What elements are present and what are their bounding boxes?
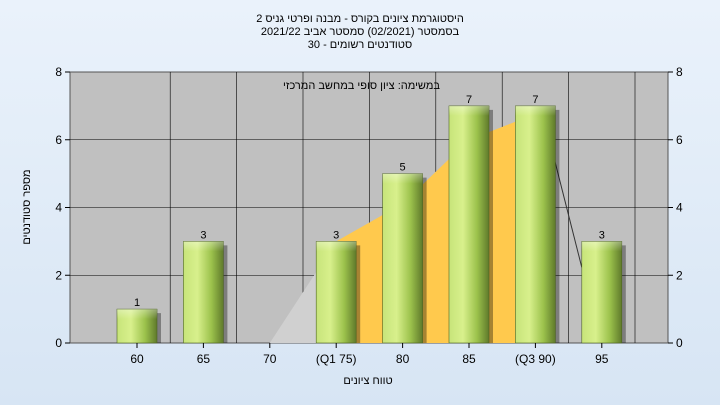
bar-highlight bbox=[117, 309, 157, 320]
y-tick-label-right: 8 bbox=[676, 65, 683, 79]
data-label: 7 bbox=[532, 94, 538, 106]
bar-highlight bbox=[581, 241, 622, 252]
y-tick-label-right: 6 bbox=[676, 133, 683, 147]
title-line-2: בסמסטר (02/2021) סמסטר אביב 2021/22 bbox=[261, 26, 460, 38]
chart-title: היסטוגרמת ציונים בקורס - מבנה ופרטי גניס… bbox=[256, 13, 464, 51]
bar-65 bbox=[183, 241, 224, 344]
y-tick-label-right: 0 bbox=[676, 336, 683, 350]
bar-(Q3 90) bbox=[515, 105, 556, 344]
data-label: 1 bbox=[134, 297, 140, 309]
x-tick-label: 80 bbox=[396, 352, 410, 366]
data-label: 3 bbox=[599, 229, 605, 241]
y-tick-label: 8 bbox=[55, 65, 62, 79]
bar-highlight bbox=[316, 241, 357, 252]
bar-85 bbox=[448, 105, 490, 344]
data-label: 3 bbox=[200, 229, 206, 241]
chart-annotation: במשימה: ציון סופי במחשב המרכזי bbox=[283, 80, 440, 92]
y-tick-label-right: 2 bbox=[676, 268, 683, 282]
bars bbox=[116, 105, 626, 344]
x-tick-label: 95 bbox=[595, 352, 609, 366]
data-label: 5 bbox=[400, 162, 406, 174]
data-label: 3 bbox=[333, 229, 339, 241]
title-line-1: היסטוגרמת ציונים בקורס - מבנה ופרטי גניס… bbox=[256, 13, 464, 25]
x-tick-label: 70 bbox=[263, 352, 277, 366]
bar-95 bbox=[581, 241, 623, 344]
y-tick-label-right: 4 bbox=[676, 201, 683, 215]
y-axis-right: 0 2 4 6 8 bbox=[668, 65, 683, 350]
data-label: 7 bbox=[466, 94, 472, 106]
bar-highlight bbox=[382, 173, 423, 184]
bar-(Q1 75) bbox=[315, 241, 357, 344]
x-axis-title: טווח ציונים bbox=[343, 375, 392, 387]
bar-highlight bbox=[183, 241, 224, 252]
x-axis: 60 65 70 (Q1 75) 80 85 (Q3 90) 95 bbox=[130, 343, 609, 366]
y-tick-label: 2 bbox=[55, 268, 62, 282]
x-tick-label: 85 bbox=[462, 352, 476, 366]
bar-highlight bbox=[449, 105, 489, 116]
title-line-3: סטודנטים רשומים - 30 bbox=[308, 39, 412, 51]
bar-80 bbox=[382, 173, 423, 344]
y-tick-label: 4 bbox=[55, 201, 62, 215]
bar-highlight bbox=[515, 105, 556, 116]
x-tick-label: 60 bbox=[130, 352, 144, 366]
y-tick-label: 6 bbox=[55, 133, 62, 147]
data-labels: 1 3 3 5 7 7 3 bbox=[134, 94, 605, 309]
y-axis-title: מספר סטודנטים bbox=[21, 169, 33, 244]
x-tick-label: (Q3 90) bbox=[515, 352, 556, 366]
y-tick-label: 0 bbox=[55, 336, 62, 350]
x-tick-label: (Q1 75) bbox=[316, 352, 357, 366]
x-tick-label: 65 bbox=[197, 352, 211, 366]
y-axis-left: 0 2 4 6 8 bbox=[55, 65, 70, 350]
